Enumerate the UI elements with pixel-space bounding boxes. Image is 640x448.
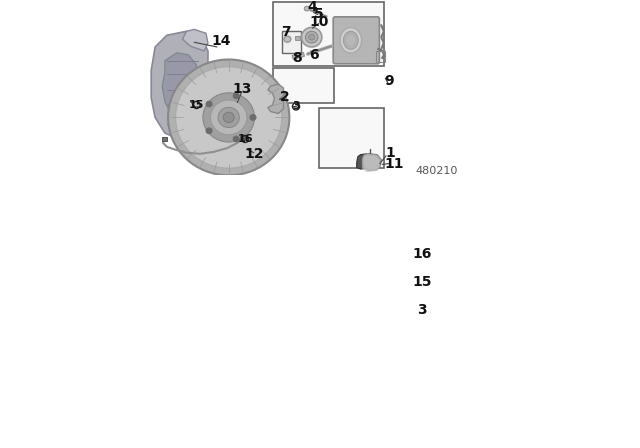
Polygon shape	[425, 278, 433, 286]
Polygon shape	[425, 306, 433, 314]
Text: 1: 1	[385, 146, 396, 159]
Ellipse shape	[304, 6, 310, 11]
Bar	[434, 309, 442, 312]
Text: 15: 15	[189, 100, 204, 110]
Ellipse shape	[233, 93, 239, 99]
Polygon shape	[268, 84, 284, 113]
Ellipse shape	[180, 89, 199, 105]
Ellipse shape	[168, 117, 289, 132]
Ellipse shape	[344, 31, 358, 49]
Bar	[241, 136, 246, 140]
Ellipse shape	[251, 116, 255, 119]
Text: 6: 6	[309, 48, 319, 62]
FancyBboxPatch shape	[333, 17, 380, 64]
Ellipse shape	[301, 27, 322, 47]
Polygon shape	[182, 30, 208, 51]
Bar	[434, 252, 442, 255]
Ellipse shape	[207, 102, 211, 106]
Text: 3: 3	[417, 303, 427, 317]
Ellipse shape	[182, 91, 196, 103]
Text: 9: 9	[384, 74, 394, 88]
Bar	[295, 36, 300, 40]
Text: 3: 3	[292, 101, 300, 112]
Polygon shape	[424, 336, 449, 340]
Bar	[376, 51, 385, 62]
Ellipse shape	[168, 60, 289, 175]
Polygon shape	[424, 340, 452, 345]
Ellipse shape	[206, 101, 212, 107]
Polygon shape	[356, 154, 369, 169]
Ellipse shape	[175, 67, 282, 168]
Text: 7: 7	[281, 25, 291, 39]
Text: 13: 13	[232, 82, 252, 96]
Text: 14: 14	[212, 34, 232, 48]
Polygon shape	[425, 250, 433, 258]
Text: 16: 16	[237, 134, 253, 144]
Text: 11: 11	[384, 157, 404, 171]
Bar	[434, 280, 442, 284]
Polygon shape	[151, 31, 208, 139]
Ellipse shape	[234, 94, 238, 98]
Text: 480210: 480210	[415, 167, 458, 177]
Text: 15: 15	[412, 275, 432, 289]
Ellipse shape	[234, 137, 238, 141]
Bar	[162, 137, 167, 141]
Text: 2: 2	[280, 90, 289, 104]
Text: 8: 8	[292, 51, 302, 65]
Ellipse shape	[206, 128, 212, 134]
Text: 5: 5	[314, 7, 324, 21]
Text: 10: 10	[310, 14, 329, 29]
Polygon shape	[162, 53, 198, 119]
Ellipse shape	[218, 107, 239, 128]
Text: 16: 16	[412, 247, 432, 261]
Bar	[282, 31, 301, 53]
Polygon shape	[364, 153, 381, 170]
Ellipse shape	[284, 36, 291, 42]
Ellipse shape	[305, 31, 318, 43]
Bar	[273, 2, 384, 66]
Ellipse shape	[203, 93, 255, 142]
Text: 4: 4	[308, 0, 317, 14]
Ellipse shape	[223, 112, 234, 123]
Ellipse shape	[340, 28, 362, 53]
Bar	[273, 68, 333, 103]
Ellipse shape	[308, 34, 315, 40]
Ellipse shape	[211, 100, 247, 135]
Polygon shape	[362, 155, 380, 172]
Ellipse shape	[233, 136, 239, 142]
Bar	[319, 108, 384, 168]
Ellipse shape	[207, 129, 211, 133]
Bar	[292, 52, 305, 60]
Ellipse shape	[250, 115, 256, 121]
Text: 12: 12	[244, 147, 264, 161]
